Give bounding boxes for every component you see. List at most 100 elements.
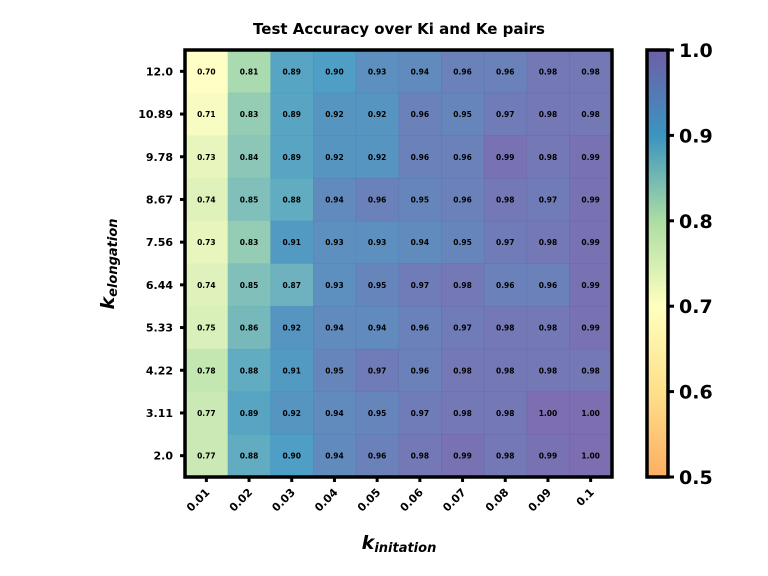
- cell-value-label: 0.94: [325, 195, 344, 204]
- heatmap-cell: [313, 220, 357, 264]
- heatmap-cell: [313, 306, 357, 350]
- cell-value-label: 0.89: [282, 153, 301, 162]
- cell-value-label: 0.95: [368, 409, 387, 418]
- colorbar-tick-label: 0.8: [679, 211, 713, 233]
- heatmap-cell: [313, 50, 357, 94]
- cell-value-label: 0.96: [539, 281, 558, 290]
- cell-value-label: 0.98: [581, 366, 600, 375]
- cell-value-label: 0.96: [411, 153, 430, 162]
- cell-value-label: 0.98: [539, 67, 558, 76]
- heatmap-cell: [483, 92, 528, 136]
- cell-value-label: 0.96: [368, 452, 387, 461]
- colorbar-tick-label: 0.6: [679, 382, 713, 404]
- cell-value-label: 0.99: [496, 153, 515, 162]
- heatmap-cell: [569, 178, 613, 222]
- heatmap-cell: [483, 348, 528, 393]
- cell-value-label: 0.97: [539, 195, 558, 204]
- cell-value-label: 0.90: [282, 452, 301, 461]
- heatmap-cell: [270, 135, 314, 179]
- cell-value-label: 0.93: [325, 281, 344, 290]
- heatmap-cell: [398, 434, 442, 478]
- cell-value-label: 0.83: [240, 238, 259, 247]
- heatmap-cell: [270, 92, 314, 136]
- heatmap-cell: [526, 434, 570, 478]
- heatmap-cell: [569, 92, 613, 136]
- heatmap-cell: [355, 92, 399, 136]
- heatmap-cells: [185, 50, 613, 478]
- heatmap-cell: [569, 391, 613, 435]
- cell-value-label: 0.95: [411, 195, 430, 204]
- heatmap-cell: [441, 348, 485, 393]
- colorbar-tick-label: 0.5: [679, 467, 713, 489]
- cell-value-label: 0.92: [325, 153, 344, 162]
- y-tick-label: 6.44: [146, 279, 173, 292]
- cell-value-label: 0.96: [411, 366, 430, 375]
- y-tick-label: 9.78: [146, 151, 173, 164]
- cell-value-label: 0.98: [539, 153, 558, 162]
- heatmap-cell: [185, 306, 229, 350]
- heatmap-cell: [483, 391, 528, 435]
- cell-value-label: 0.93: [325, 238, 344, 247]
- cell-value-label: 0.99: [453, 452, 472, 461]
- cell-value-label: 0.91: [282, 238, 301, 247]
- cell-value-label: 0.97: [496, 238, 515, 247]
- heatmap-cell: [355, 391, 399, 435]
- cell-value-label: 0.99: [581, 281, 600, 290]
- heatmap-cell: [483, 306, 528, 350]
- heatmap-cell: [227, 434, 271, 478]
- heatmap-cell: [185, 135, 229, 179]
- heatmap-cell: [227, 92, 271, 136]
- heatmap-cell: [398, 220, 442, 264]
- cell-value-label: 0.73: [197, 153, 216, 162]
- cell-value-label: 0.95: [325, 366, 344, 375]
- cell-value-label: 1.00: [581, 452, 600, 461]
- cell-value-label: 0.98: [581, 110, 600, 119]
- cell-value-label: 0.74: [197, 195, 216, 204]
- heatmap-cell: [483, 263, 528, 307]
- heatmap-cell: [270, 178, 314, 222]
- x-tick-label: 0.03: [269, 486, 297, 514]
- heatmap-cell: [398, 391, 442, 435]
- heatmap-cell: [270, 434, 314, 478]
- cell-value-label: 0.96: [368, 195, 387, 204]
- cell-value-label: 0.70: [197, 67, 216, 76]
- cell-value-label: 0.98: [496, 452, 515, 461]
- cell-value-label: 0.93: [368, 67, 387, 76]
- cell-value-label: 0.96: [453, 67, 472, 76]
- heatmap-cell: [526, 178, 570, 222]
- y-tick-label: 10.89: [138, 108, 173, 121]
- cell-value-label: 0.99: [581, 238, 600, 247]
- colorbar-tick-label: 1.0: [679, 40, 713, 62]
- cell-value-label: 0.97: [368, 366, 387, 375]
- cell-value-label: 0.77: [197, 409, 216, 418]
- heatmap-cell: [355, 135, 399, 179]
- heatmap-cell: [227, 306, 271, 350]
- x-axis-label-sub: initation: [374, 541, 436, 556]
- heatmap-cell: [398, 92, 442, 136]
- cell-value-label: 0.95: [453, 110, 472, 119]
- y-tick-label: 4.22: [146, 364, 173, 377]
- heatmap-cell: [569, 50, 613, 94]
- y-tick-label: 3.11: [146, 407, 173, 420]
- heatmap-cell: [569, 434, 613, 478]
- heatmap-cell: [313, 434, 357, 478]
- cell-value-label: 0.77: [197, 452, 216, 461]
- cell-value-label: 0.98: [539, 324, 558, 333]
- cell-value-label: 0.98: [453, 281, 472, 290]
- cell-value-label: 0.99: [539, 452, 558, 461]
- heatmap-cell: [526, 50, 570, 94]
- colorbar-ticks: 0.5 0.6 0.7 0.8 0.9 1.0: [668, 40, 713, 489]
- colorbar-tick-label: 0.9: [679, 125, 713, 147]
- heatmap-cell: [227, 220, 271, 264]
- cell-value-label: 0.96: [411, 324, 430, 333]
- cell-value-label: 0.96: [496, 67, 515, 76]
- cell-value-label: 0.97: [411, 281, 430, 290]
- cell-value-label: 0.94: [411, 238, 430, 247]
- cell-value-label: 0.92: [282, 324, 301, 333]
- x-axis-label: kinitation: [362, 532, 437, 556]
- heatmap-cell: [185, 92, 229, 136]
- cell-value-label: 0.94: [325, 452, 344, 461]
- chart-title: Test Accuracy over Ki and Ke pairs: [253, 20, 545, 38]
- y-axis-label-main: k: [97, 296, 119, 310]
